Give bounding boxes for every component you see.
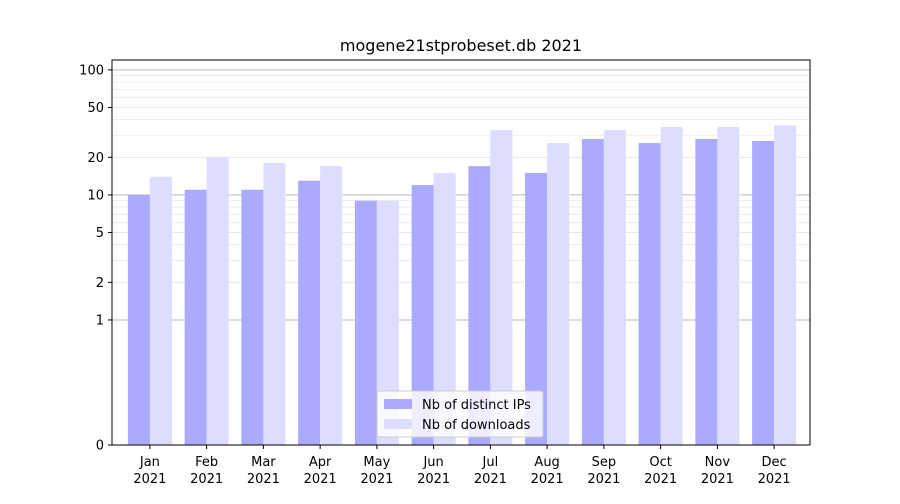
bar-downloads	[603, 130, 626, 445]
bar-distinct-ips	[411, 185, 434, 445]
x-tick-label: May 2021	[360, 455, 393, 487]
bar-downloads	[433, 172, 456, 445]
y-tick-label: 5	[96, 226, 104, 241]
bar-downloads	[376, 200, 399, 445]
bar-distinct-ips	[525, 172, 548, 445]
x-tick-label: Nov 2021	[701, 455, 734, 487]
y-tick-label: 2	[96, 276, 104, 291]
bar-downloads	[717, 126, 740, 446]
bar-distinct-ips	[468, 166, 491, 445]
bar-downloads	[320, 166, 343, 445]
bar-distinct-ips	[241, 189, 264, 445]
bar-distinct-ips	[581, 139, 604, 445]
y-axis: 0 1 2 5 10 20 50 100	[79, 63, 112, 454]
bar-distinct-ips	[695, 139, 718, 445]
bar-downloads	[547, 143, 570, 445]
y-tick-label: 50	[87, 101, 104, 116]
bar-downloads	[206, 157, 229, 445]
x-axis: Jan 2021 Feb 2021 Mar 2021 Apr 2021 May 2021 Jun 20…	[133, 445, 791, 487]
x-tick-label: Aug 2021	[531, 455, 564, 487]
y-tick-label: 100	[79, 63, 104, 78]
y-tick-label: 10	[87, 188, 104, 203]
y-tick-label: 20	[87, 151, 104, 166]
x-tick-label: Feb 2021	[190, 455, 223, 487]
bar-downloads	[263, 163, 286, 445]
legend-label: Nb of downloads	[422, 418, 531, 433]
legend-box	[376, 390, 544, 438]
bar-distinct-ips	[298, 180, 321, 445]
bar-distinct-ips	[752, 140, 775, 445]
plot-frame	[111, 59, 811, 446]
bar-distinct-ips	[127, 194, 150, 445]
x-tick-label: Dec 2021	[758, 455, 791, 487]
legend: Nb of distinct IPs Nb of downloads	[376, 390, 544, 438]
x-tick-label: Jun 2021	[417, 455, 450, 487]
x-tick-label: Sep 2021	[587, 455, 620, 487]
y-tick-label: 0	[96, 439, 104, 454]
bar-downloads	[660, 126, 683, 446]
legend-swatch	[384, 419, 412, 429]
bar-downloads	[774, 125, 797, 445]
x-tick-label: Apr 2021	[304, 455, 337, 487]
bar-downloads	[490, 130, 513, 445]
bar-distinct-ips	[184, 189, 207, 445]
bar-distinct-ips	[638, 143, 661, 445]
chart-title: mogene21stprobeset.db 2021	[340, 36, 582, 55]
y-tick-label: 1	[96, 313, 104, 328]
bars	[127, 125, 797, 446]
legend-label: Nb of distinct IPs	[422, 398, 531, 413]
x-tick-label: Jan 2021	[133, 455, 166, 487]
bar-distinct-ips	[354, 200, 377, 445]
legend-swatch	[384, 399, 412, 409]
x-tick-label: Oct 2021	[644, 455, 677, 487]
bar-downloads	[149, 176, 172, 445]
x-tick-label: Jul 2021	[474, 455, 507, 487]
x-tick-label: Mar 2021	[247, 455, 280, 487]
